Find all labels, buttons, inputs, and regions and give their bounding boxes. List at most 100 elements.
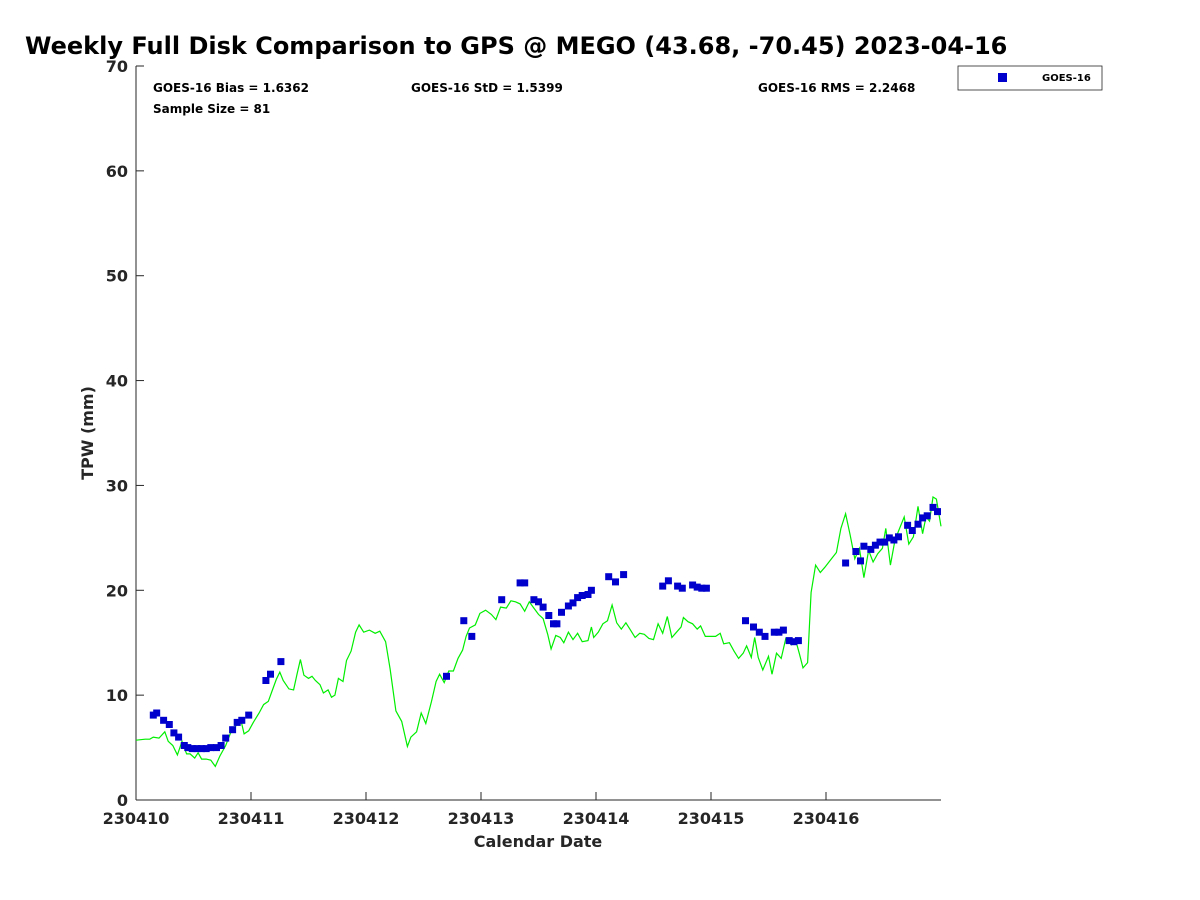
goes16-point bbox=[277, 658, 285, 666]
goes16-point bbox=[213, 744, 220, 752]
y-axis-ticks: 0 10 20 30 40 50 60 70 bbox=[106, 57, 144, 810]
goes16-point bbox=[553, 620, 561, 628]
goes16-point bbox=[207, 744, 215, 752]
x-axis-ticks: 230410 230411 230412 230413 230414 230415 2304… bbox=[103, 792, 860, 828]
stat-bias: GOES-16 Bias = 1.6362 bbox=[153, 81, 309, 95]
goes16-point bbox=[779, 626, 787, 634]
y-tick-label: 60 bbox=[106, 162, 128, 181]
goes16-point bbox=[860, 542, 868, 550]
goes16-point bbox=[742, 617, 749, 625]
goes16-point bbox=[153, 709, 161, 717]
chart-title: Weekly Full Disk Comparison to GPS @ MEG… bbox=[25, 32, 1007, 60]
goes16-point bbox=[498, 596, 506, 604]
goes16-point bbox=[238, 716, 246, 724]
gps-line bbox=[135, 496, 942, 768]
goes16-point bbox=[245, 711, 253, 719]
goes16-point bbox=[530, 596, 538, 604]
goes16-point bbox=[876, 538, 884, 546]
goes16-point bbox=[678, 584, 686, 592]
goes16-point bbox=[794, 637, 802, 645]
y-tick-label: 40 bbox=[106, 372, 128, 391]
goes16-point bbox=[852, 548, 860, 555]
goes16-point bbox=[857, 557, 864, 565]
goes16-point bbox=[574, 594, 582, 602]
goes16-point bbox=[908, 527, 916, 534]
goes16-point bbox=[578, 592, 586, 599]
goes16-point bbox=[233, 718, 241, 726]
goes16-point bbox=[184, 744, 192, 752]
goes16-point bbox=[929, 503, 937, 511]
legend-box bbox=[957, 65, 1103, 91]
goes16-point bbox=[934, 508, 941, 516]
goes16-point bbox=[693, 583, 701, 591]
goes16-point bbox=[904, 521, 912, 529]
goes16-point bbox=[890, 536, 898, 544]
legend: GOES-16 bbox=[957, 65, 1103, 91]
goes16-point bbox=[229, 726, 237, 734]
goes16-point bbox=[659, 582, 667, 590]
goes16-point bbox=[460, 617, 468, 625]
goes16-point bbox=[750, 623, 757, 631]
goes16-point bbox=[620, 571, 628, 579]
goes16-point bbox=[198, 745, 206, 753]
goes16-point bbox=[160, 716, 168, 724]
goes16-point bbox=[664, 577, 672, 585]
goes16-point bbox=[612, 578, 619, 586]
goes16-point bbox=[193, 745, 201, 753]
goes16-point bbox=[775, 628, 783, 636]
x-axis-label: Calendar Date bbox=[474, 832, 603, 851]
goes16-point bbox=[165, 721, 173, 728]
x-tick-label: 230411 bbox=[218, 809, 285, 828]
x-tick-label: 230414 bbox=[563, 809, 630, 828]
legend-marker-goes16 bbox=[998, 73, 1007, 82]
goes16-point bbox=[761, 632, 769, 640]
stat-sample-size: Sample Size = 81 bbox=[153, 102, 270, 116]
goes16-point bbox=[770, 628, 778, 636]
goes16-point bbox=[468, 632, 476, 640]
goes16-point bbox=[516, 579, 524, 587]
y-tick-label: 20 bbox=[106, 581, 128, 600]
goes16-point bbox=[698, 584, 706, 592]
stat-std: GOES-16 StD = 1.5399 bbox=[411, 81, 563, 95]
goes16-point bbox=[188, 745, 196, 753]
x-tick-label: 230413 bbox=[448, 809, 515, 828]
goes16-point bbox=[569, 599, 577, 607]
x-tick-label: 230410 bbox=[103, 809, 170, 828]
goes16-point bbox=[689, 581, 697, 589]
goes16-point bbox=[790, 638, 798, 646]
goes16-point bbox=[539, 603, 547, 611]
goes16-point bbox=[674, 582, 682, 590]
goes16-point bbox=[217, 742, 225, 749]
series-layer bbox=[135, 496, 942, 768]
goes16-point bbox=[919, 514, 927, 522]
y-tick-label: 10 bbox=[106, 686, 128, 705]
goes16-point bbox=[175, 733, 183, 741]
y-tick-label: 0 bbox=[117, 791, 128, 810]
goes16-point bbox=[521, 579, 529, 587]
goes16-point bbox=[867, 545, 875, 553]
x-tick-label: 230416 bbox=[793, 809, 860, 828]
y-tick-label: 50 bbox=[106, 267, 128, 286]
goes16-point bbox=[584, 591, 592, 598]
goes16-point bbox=[545, 612, 553, 619]
goes16-point bbox=[881, 538, 889, 546]
legend-label-goes16: GOES-16 bbox=[1042, 73, 1091, 84]
goes16-point bbox=[895, 533, 902, 541]
goes16-point bbox=[914, 520, 922, 528]
goes16-point bbox=[702, 584, 710, 592]
goes16-point bbox=[222, 734, 230, 742]
goes16-point bbox=[267, 670, 274, 678]
goes16-point bbox=[443, 672, 450, 680]
goes16-point bbox=[535, 598, 542, 606]
goes16-point bbox=[558, 608, 565, 616]
x-tick-label: 230415 bbox=[678, 809, 745, 828]
goes16-point bbox=[785, 637, 793, 645]
goes16-point bbox=[842, 559, 850, 567]
goes16-point bbox=[871, 541, 879, 549]
x-tick-label: 230412 bbox=[333, 809, 400, 828]
y-tick-label: 70 bbox=[106, 57, 128, 76]
goes16-point bbox=[605, 573, 613, 581]
goes16-point bbox=[755, 628, 763, 636]
